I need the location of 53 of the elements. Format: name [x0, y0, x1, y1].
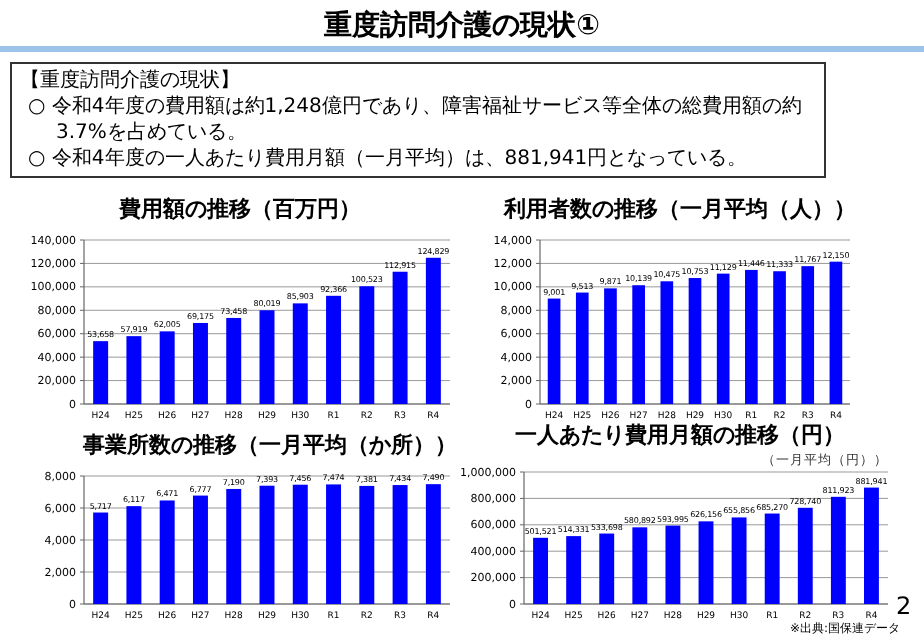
- text: ○ 令和4年度の一人あたり費用月額（一月平均）は、881,941円となっている。: [26, 146, 750, 172]
- bar: [326, 484, 342, 604]
- bar: [745, 269, 758, 404]
- bar: [829, 261, 843, 404]
- bar: [688, 278, 702, 404]
- text: 2: [896, 592, 912, 620]
- bar: [359, 286, 375, 404]
- bar: [797, 507, 813, 604]
- bar: [126, 506, 142, 604]
- bar: [259, 485, 275, 604]
- bar: [599, 533, 615, 604]
- bar: [773, 271, 786, 404]
- bar: [292, 484, 308, 604]
- bar: [632, 527, 648, 604]
- bar: [159, 331, 175, 404]
- bar: [731, 517, 747, 604]
- bar: [126, 336, 142, 404]
- bar: [93, 341, 109, 404]
- bar: [533, 537, 548, 604]
- text: ○ 令和4年度の費用額は約1,248億円であり、障害福祉サービス等全体の総費用額の約3.7%を占めている。: [26, 94, 804, 146]
- bar: [764, 513, 780, 604]
- chart-title: 費用額の推移（百万円）: [117, 196, 361, 222]
- bar: [864, 487, 879, 604]
- bar: [359, 485, 375, 604]
- bar: [665, 525, 681, 604]
- bar: [159, 500, 175, 604]
- bar: [698, 521, 714, 604]
- bar: [192, 495, 208, 604]
- bar: [716, 273, 730, 404]
- bar: [425, 484, 441, 604]
- bar: [632, 285, 645, 404]
- bar: [226, 317, 242, 404]
- bar: [830, 496, 846, 604]
- chart-title: 利用者数の推移（一月平均（人））: [502, 196, 856, 222]
- bar: [93, 512, 109, 604]
- text: 重度訪問介護の現状①: [322, 8, 602, 44]
- bar: [801, 266, 815, 404]
- bar: [604, 288, 617, 404]
- text: 【重度訪問介護の現状】: [20, 68, 242, 94]
- bar: [392, 485, 408, 604]
- bar: [425, 257, 441, 404]
- chart-title: 事業所数の推移（一月平均（か所））: [81, 432, 457, 458]
- bar: [292, 303, 308, 404]
- bar: [392, 271, 408, 404]
- bar: [547, 298, 561, 404]
- chart-title: 一人あたり費用月額の推移（円）: [515, 422, 845, 448]
- bar: [575, 292, 589, 404]
- bar: [192, 322, 208, 404]
- bar: [660, 281, 674, 404]
- bar: [259, 310, 275, 404]
- bar: [326, 295, 342, 404]
- bar: [226, 488, 242, 604]
- bar: [566, 536, 582, 604]
